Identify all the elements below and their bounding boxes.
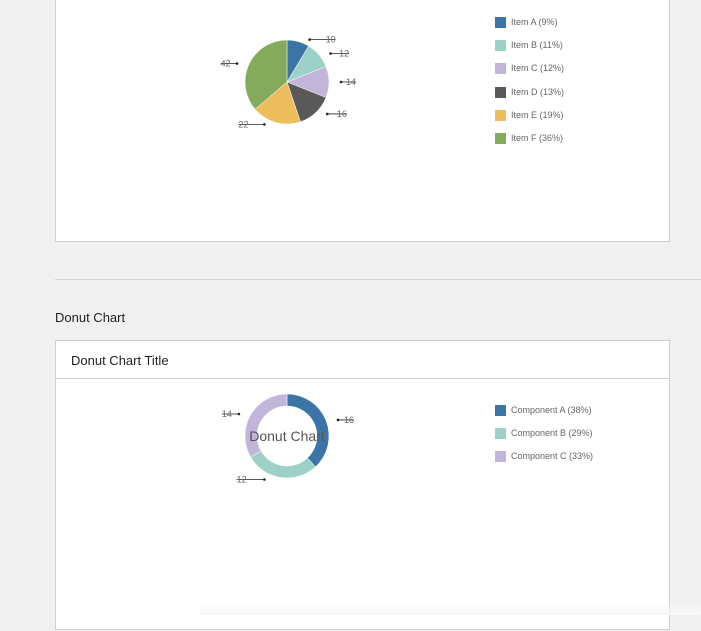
section-title: Donut Chart bbox=[55, 310, 126, 325]
slice-value-label: 12 bbox=[236, 475, 266, 485]
slice-component-b[interactable] bbox=[250, 450, 316, 479]
legend-item[interactable]: Component B (29%) bbox=[495, 428, 593, 451]
legend-swatch bbox=[495, 109, 506, 121]
legend-label: Item E (19%) bbox=[511, 109, 564, 120]
legend-swatch bbox=[495, 17, 506, 28]
legend-swatch bbox=[495, 451, 506, 463]
legend-item[interactable]: Item F (36%) bbox=[495, 132, 564, 156]
svg-text:12: 12 bbox=[339, 49, 349, 59]
legend-item[interactable]: Item A (9%) bbox=[495, 17, 564, 40]
legend-item[interactable]: Item B (11%) bbox=[495, 40, 564, 63]
slice-value-label: 14 bbox=[339, 77, 356, 87]
svg-text:12: 12 bbox=[237, 475, 247, 485]
svg-text:42: 42 bbox=[221, 59, 231, 69]
legend-swatch bbox=[495, 132, 506, 144]
legend-item[interactable]: Item C (12%) bbox=[495, 63, 564, 86]
svg-text:22: 22 bbox=[238, 119, 248, 129]
legend-item[interactable]: Component C (33%) bbox=[495, 451, 593, 474]
legend-swatch bbox=[495, 428, 506, 440]
slice-value-label: 16 bbox=[325, 109, 347, 119]
donut-chart: 16 12 14 Donut Chart bbox=[221, 393, 354, 485]
svg-text:14: 14 bbox=[346, 77, 356, 87]
section-divider bbox=[55, 279, 701, 280]
legend-label: Item C (12%) bbox=[511, 63, 565, 74]
legend-swatch bbox=[495, 40, 506, 52]
svg-text:10: 10 bbox=[326, 35, 336, 45]
donut-chart-panel: Donut Chart Title 16 12 14 Donut Chart Comp… bbox=[55, 340, 670, 630]
slice-value-label: 22 bbox=[238, 119, 266, 129]
legend-swatch bbox=[495, 86, 506, 98]
slice-item-e[interactable] bbox=[254, 81, 301, 125]
legend-label: Item B (11%) bbox=[511, 40, 563, 51]
donut-center-text: Donut Chart bbox=[249, 428, 325, 444]
legend-item[interactable]: Component A (38%) bbox=[495, 405, 593, 428]
panel-header: Donut Chart Title bbox=[56, 341, 669, 379]
panel-title: Donut Chart Title bbox=[71, 353, 169, 368]
svg-text:16: 16 bbox=[344, 415, 354, 425]
legend-swatch bbox=[495, 405, 506, 416]
donut-legend: Component A (38%) Component B (29%) Comp… bbox=[495, 405, 593, 475]
legend-label: Item F (36%) bbox=[511, 132, 564, 143]
slice-value-label: 12 bbox=[329, 49, 350, 59]
legend-swatch bbox=[495, 63, 506, 75]
pie-chart-panel: 10 12 14 16 22 42 Item A (9%) Item B (11%) It… bbox=[55, 0, 670, 242]
legend-label: Component B (29%) bbox=[511, 428, 593, 439]
svg-text:16: 16 bbox=[337, 109, 347, 119]
legend-label: Component A (38%) bbox=[511, 405, 592, 415]
svg-text:14: 14 bbox=[222, 409, 232, 419]
bottom-fade bbox=[200, 600, 701, 615]
legend-item[interactable]: Item E (19%) bbox=[495, 109, 564, 133]
slice-component-c[interactable] bbox=[244, 393, 288, 458]
slice-value-label: 42 bbox=[220, 59, 239, 69]
legend-label: Item A (9%) bbox=[511, 17, 558, 27]
slice-value-label: 10 bbox=[308, 35, 336, 45]
legend-label: Component C (33%) bbox=[511, 451, 594, 462]
legend-label: Item D (13%) bbox=[511, 86, 565, 97]
legend-item[interactable]: Item D (13%) bbox=[495, 86, 565, 110]
pie-legend: Item A (9%) Item B (11%) Item C (12%) It… bbox=[495, 17, 564, 156]
slice-value-label: 16 bbox=[336, 415, 354, 425]
slice-item-f[interactable] bbox=[244, 39, 288, 110]
slice-value-label: 14 bbox=[221, 409, 241, 419]
